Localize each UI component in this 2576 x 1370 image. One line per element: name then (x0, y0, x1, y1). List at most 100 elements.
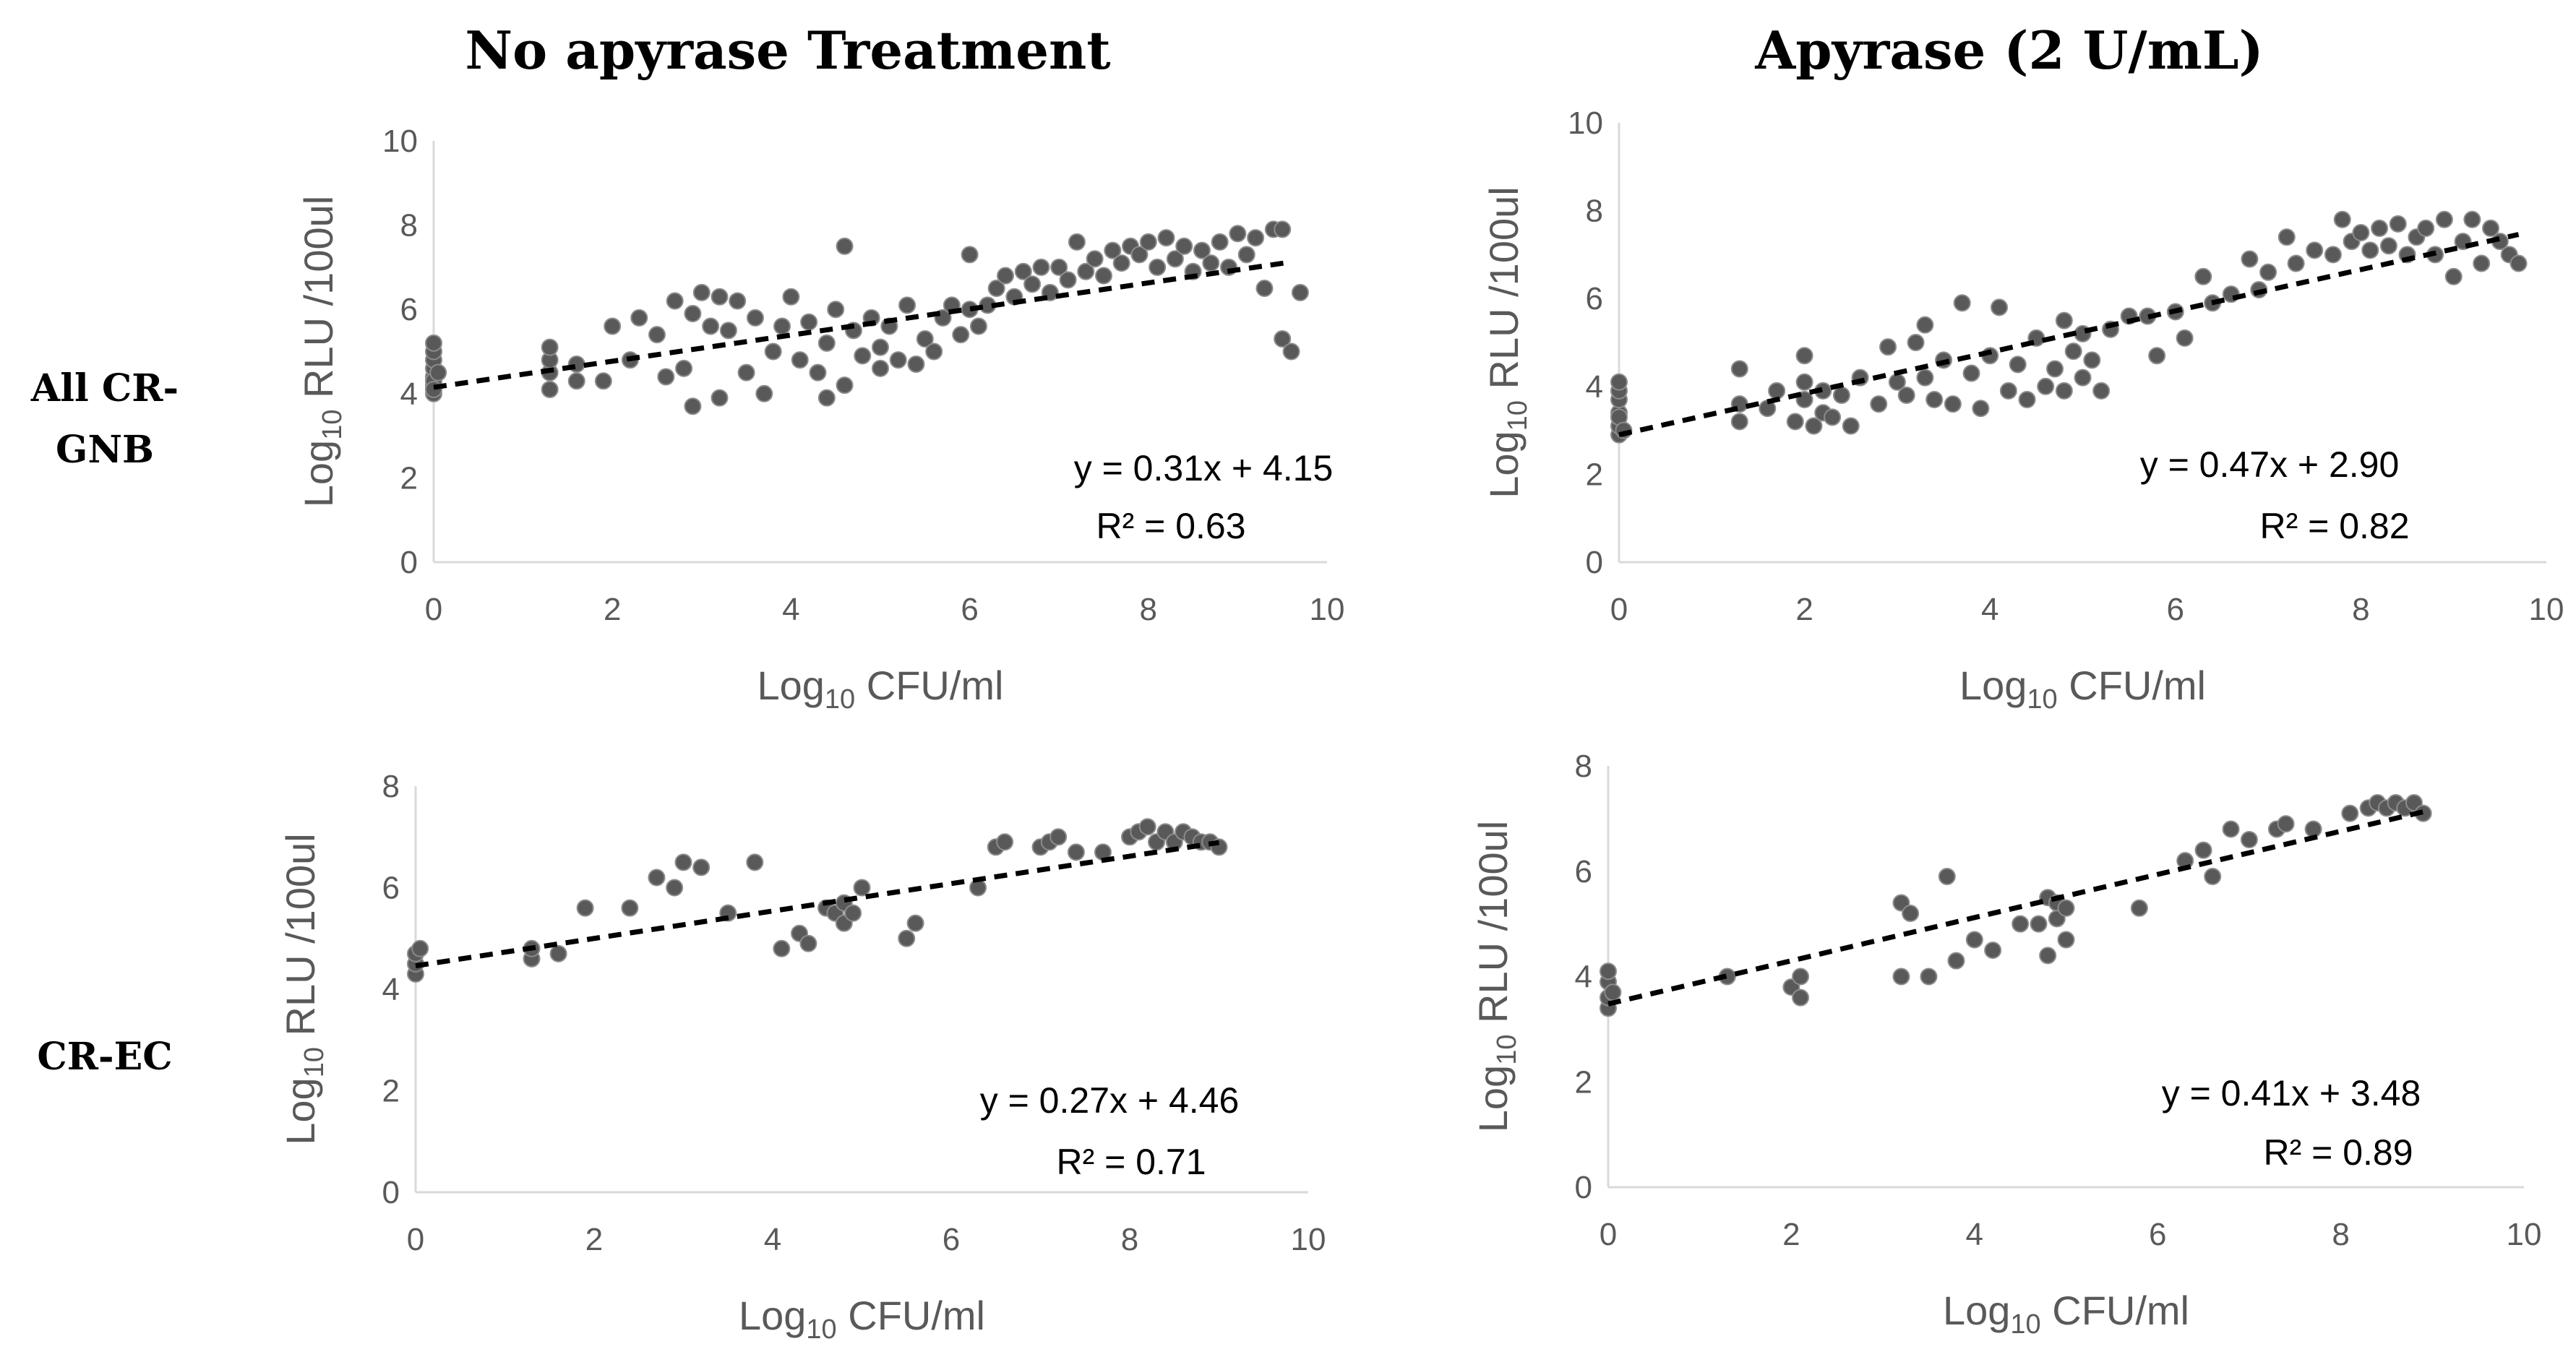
scatter-panel-3: 0 2 4 6 8 0 2 4 6 8 10 Log10 CFU/ml Log10 RLU /100ul… (278, 769, 1326, 1345)
x-tick-label: 10 (2529, 592, 2564, 627)
data-point (2092, 382, 2111, 400)
y-tick-label: 4 (382, 972, 400, 1007)
x-tick-label: 4 (764, 1222, 781, 1257)
data-point (1792, 968, 1810, 986)
data-point (1274, 330, 1292, 348)
x-tick-label: 4 (1966, 1217, 1983, 1252)
data-point (799, 934, 817, 952)
y-tick-label: 2 (382, 1074, 400, 1109)
data-point (2194, 841, 2212, 859)
x-tick-label: 0 (1600, 1217, 1617, 1252)
data-point (2083, 351, 2101, 369)
data-point (961, 246, 979, 264)
data-point (853, 879, 871, 897)
data-point (872, 338, 889, 356)
data-point (1023, 275, 1042, 293)
data-point (1795, 347, 1813, 365)
data-point (746, 309, 764, 327)
data-point (429, 363, 447, 382)
data-point (710, 288, 729, 306)
x-tick-label: 0 (425, 592, 442, 627)
data-point (1999, 382, 2017, 400)
data-point (1768, 382, 1786, 400)
data-point (773, 939, 791, 957)
data-point (674, 853, 692, 871)
trendline (1618, 232, 2520, 438)
data-point (2417, 219, 2435, 237)
y-tick-label: 10 (382, 124, 418, 159)
x-tick-label: 0 (1610, 592, 1628, 627)
data-point (2287, 254, 2305, 272)
y-tick-label: 6 (400, 292, 418, 327)
data-point (1916, 369, 1934, 387)
r-squared: R² = 0.89 (2263, 1132, 2413, 1173)
data-point (906, 914, 924, 932)
data-point (710, 389, 729, 407)
data-point (817, 334, 836, 352)
data-point (411, 939, 429, 957)
x-axis-label: Log10 CFU/ml (1943, 1288, 2189, 1340)
trend-equation: y = 0.27x + 4.46 (980, 1080, 1240, 1121)
data-point (630, 309, 648, 327)
data-point (2074, 369, 2092, 387)
data-point (425, 380, 442, 398)
column-title-apyrase: Apyrase (2 U/mL) (1754, 20, 2263, 81)
data-point (2379, 237, 2397, 255)
data-point (2012, 915, 2030, 933)
trendline (1607, 809, 2424, 1007)
data-point (2176, 329, 2194, 347)
y-tick-label: 4 (1575, 960, 1592, 995)
data-point (844, 904, 862, 922)
data-point (773, 317, 791, 335)
column-title-no-apyrase: No apyrase Treatment (465, 20, 1110, 81)
data-point (2064, 342, 2082, 361)
data-point (692, 858, 710, 876)
row-label-all-cr-gnb-line2: GNB (56, 428, 154, 472)
trend-equation: y = 0.47x + 2.90 (2140, 444, 2400, 485)
data-point (604, 317, 622, 335)
data-point (1130, 246, 1149, 264)
data-point (2055, 311, 2073, 329)
data-point (2039, 947, 2057, 965)
data-point (1824, 408, 1842, 426)
data-point (702, 317, 720, 335)
data-point (2055, 382, 2073, 400)
row-label-cr-ec: CR-EC (37, 1035, 172, 1079)
data-point (1149, 258, 1167, 276)
trendline (433, 259, 1292, 390)
data-point (1157, 229, 1175, 247)
data-point (576, 899, 594, 917)
data-point (541, 338, 559, 356)
data-point (1795, 373, 1813, 391)
y-tick-label: 2 (1586, 457, 1603, 492)
data-point (1953, 294, 1971, 312)
data-point (1842, 417, 1860, 435)
data-point (1920, 968, 1938, 986)
x-tick-label: 6 (2167, 592, 2184, 627)
data-point (2057, 931, 2075, 949)
data-point (872, 359, 889, 377)
data-point (916, 330, 934, 348)
x-tick-label: 0 (407, 1222, 424, 1257)
data-point (952, 326, 970, 344)
data-point (746, 853, 764, 871)
data-point (567, 372, 585, 390)
data-point (2435, 210, 2453, 228)
data-point (969, 879, 987, 897)
data-point (2389, 215, 2407, 233)
x-tick-label: 2 (1782, 1217, 1800, 1252)
data-point (1193, 241, 1211, 259)
data-point (1067, 843, 1085, 861)
y-axis-label: Log10 RLU /100ul (1481, 186, 1533, 498)
y-tick-label: 8 (382, 769, 400, 804)
data-point (1944, 395, 1962, 413)
data-point (675, 359, 693, 377)
data-point (2473, 254, 2491, 272)
data-point (791, 351, 809, 369)
data-point (996, 833, 1014, 851)
y-tick-label: 0 (1586, 545, 1603, 580)
data-point (1247, 229, 1265, 247)
x-axis-label: Log10 CFU/ml (1959, 663, 2206, 715)
data-point (1892, 968, 1910, 986)
